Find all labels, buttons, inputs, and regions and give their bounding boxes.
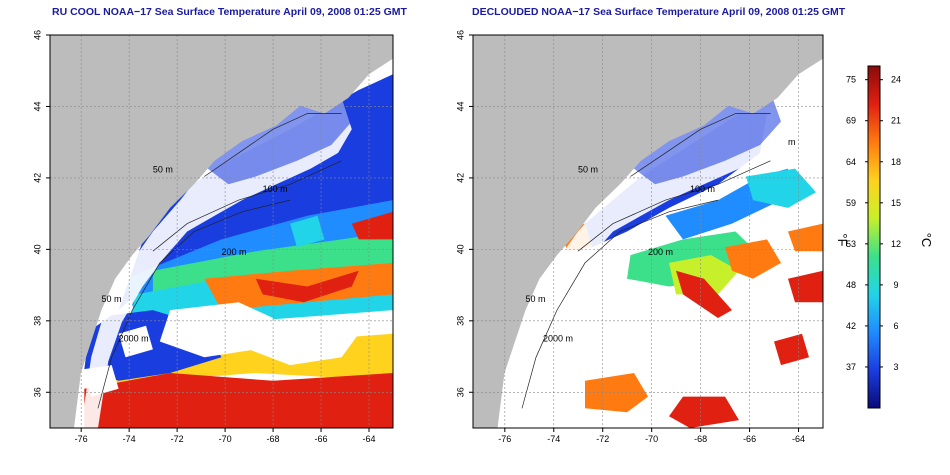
- left-panel-title: RU COOL NOAA−17 Sea Surface Temperature …: [52, 6, 407, 18]
- left-contour-label: 200 m: [222, 247, 247, 257]
- right-x-tick-label: -74: [547, 434, 560, 444]
- right-y-tick-label: 44: [455, 101, 465, 111]
- colorbar-celsius-label: 24: [891, 75, 901, 85]
- left-bathymetry-contour: [97, 199, 291, 409]
- right-sst-region-8: [774, 333, 809, 366]
- right-x-tick-label: -66: [743, 434, 756, 444]
- right-y-tick-label: 38: [455, 316, 465, 326]
- left-y-tick-label: 46: [32, 30, 42, 40]
- left-x-tick-label: -66: [315, 434, 328, 444]
- right-sst-region-10: [669, 396, 739, 428]
- colorbar-celsius-label: 6: [893, 321, 898, 331]
- colorbar-celsius-label: 15: [891, 198, 901, 208]
- left-land: [50, 35, 393, 428]
- left-x-tick-label: -72: [171, 434, 184, 444]
- colorbar-fahrenheit-label: 37: [846, 362, 856, 372]
- colorbar-celsius-label: 12: [891, 239, 901, 249]
- right-contour-label: 50 m: [526, 294, 546, 304]
- right-contour-label: 2000 m: [543, 334, 573, 344]
- right-contour-label: m: [788, 137, 796, 147]
- right-bathymetry-contour: [521, 199, 719, 409]
- colorbar-fahrenheit-label: 48: [846, 280, 856, 290]
- right-y-tick-label: 42: [455, 173, 465, 183]
- right-sst-region-11: [788, 270, 823, 303]
- left-y-tick-label: 42: [32, 173, 42, 183]
- right-y-tick-label: 40: [455, 244, 465, 254]
- left-x-tick-label: -70: [219, 434, 232, 444]
- left-sst-region-6: [84, 373, 393, 428]
- left-cloud-mask-1: [159, 302, 273, 358]
- right-map-frame: [472, 34, 824, 429]
- right-y-tick-label: 36: [455, 387, 465, 397]
- left-contour-label: 2000 m: [119, 334, 149, 344]
- left-sst-region-9: [351, 211, 393, 240]
- colorbar-fahrenheit-label: 59: [846, 198, 856, 208]
- right-x-tick-label: -72: [596, 434, 609, 444]
- colorbar: 24 75 21 69 18 64 15 59 12 53 9 48 6 42 3 37 °F °C: [835, 65, 934, 409]
- colorbar-fahrenheit-label: 64: [846, 157, 856, 167]
- colorbar-unit-fahrenheit: °F: [835, 233, 850, 246]
- left-y-tick-label: 40: [32, 244, 42, 254]
- colorbar-celsius-label: 21: [891, 116, 901, 126]
- left-x-tick-label: -74: [123, 434, 136, 444]
- right-land: [473, 35, 823, 428]
- right-map-panel: 50 m 200 m 100 m 2000 m 50 m m -76 -74 -72 -70 -68…: [455, 30, 824, 444]
- left-y-tick-label: 44: [32, 101, 42, 111]
- right-sst-region-9: [585, 373, 648, 413]
- left-bathymetry-contour: [204, 113, 342, 177]
- colorbar-gradient: [867, 65, 881, 409]
- colorbar-fahrenheit-label: 53: [846, 239, 856, 249]
- left-x-tick-label: -68: [267, 434, 280, 444]
- left-contour-label: 50 m: [153, 165, 173, 175]
- left-cloud-mask-3: [118, 325, 153, 358]
- right-x-tick-label: -64: [792, 434, 805, 444]
- left-contour-label: 100 m: [263, 184, 288, 194]
- right-sst-region-4: [676, 270, 732, 318]
- right-y-tick-label: 46: [455, 30, 465, 40]
- right-sst-region-7: [788, 223, 823, 252]
- colorbar-unit-celsius: °C: [919, 233, 934, 248]
- right-contour-label: 100 m: [690, 184, 715, 194]
- right-x-tick-label: -70: [645, 434, 658, 444]
- left-sst-region-10: [290, 215, 325, 248]
- colorbar-fahrenheit-label: 42: [846, 321, 856, 331]
- right-sst-region-6: [746, 168, 816, 208]
- left-map-panel: 50 m 200 m 100 m 2000 m 50 m -76 -74 -72 -70 -68 -…: [32, 30, 394, 444]
- left-x-tick-label: -64: [363, 434, 376, 444]
- right-bathymetry-contour: [577, 160, 771, 252]
- left-contour-label: 50 m: [101, 294, 121, 304]
- left-x-tick-label: -76: [75, 434, 88, 444]
- left-y-tick-label: 38: [32, 316, 42, 326]
- colorbar-celsius-label: 9: [893, 280, 898, 290]
- colorbar-fahrenheit-label: 75: [846, 75, 856, 85]
- left-y-tick-label: 36: [32, 387, 42, 397]
- right-panel-title: DECLOUDED NOAA−17 Sea Surface Temperatur…: [472, 6, 846, 18]
- right-contour-label: 200 m: [648, 247, 673, 257]
- right-x-tick-label: -76: [498, 434, 511, 444]
- left-cloud-mask-2: [248, 318, 359, 366]
- right-contour-label: 50 m: [578, 165, 598, 175]
- left-bathymetry-contour: [152, 160, 342, 252]
- right-x-tick-label: -68: [694, 434, 707, 444]
- colorbar-celsius-label: 18: [891, 157, 901, 167]
- colorbar-fahrenheit-label: 69: [846, 116, 856, 126]
- right-bathymetry-contour: [630, 113, 771, 177]
- colorbar-celsius-label: 3: [893, 362, 898, 372]
- left-map-frame: [49, 34, 394, 429]
- left-sst-region-8: [255, 270, 359, 303]
